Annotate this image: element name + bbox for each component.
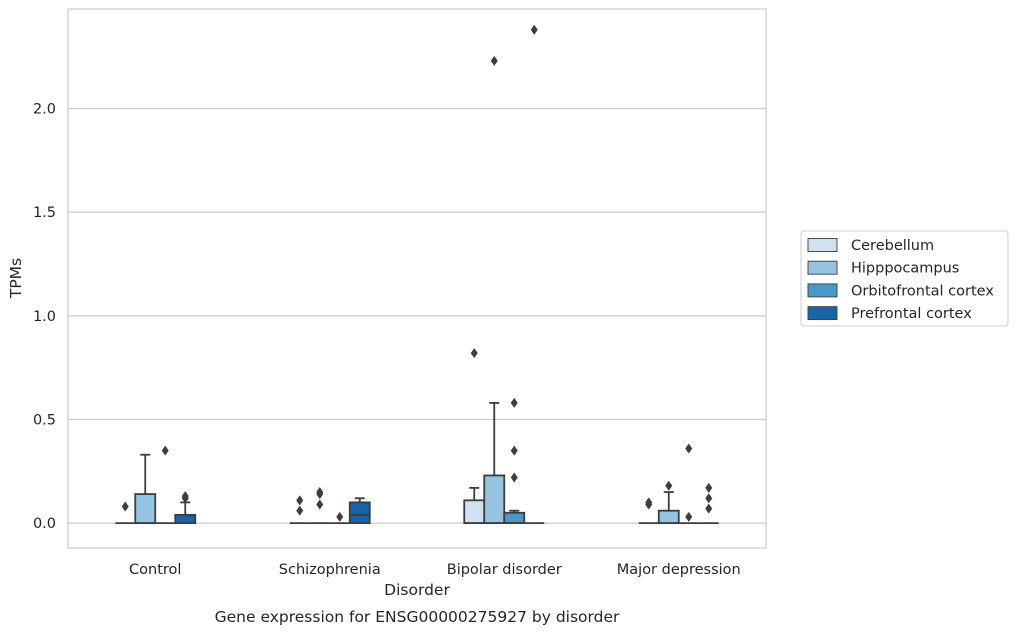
- outlier-point: [316, 499, 324, 510]
- legend-swatch: [807, 306, 838, 321]
- x-tick-label: Bipolar disorder: [447, 562, 562, 578]
- outlier-point: [161, 445, 169, 456]
- outlier-point: [665, 480, 673, 491]
- box: [463, 499, 486, 525]
- y-tick-label: 1.5: [33, 205, 56, 221]
- outlier-point: [685, 511, 693, 522]
- outlier-point: [530, 24, 538, 35]
- legend: Cerebellum Hipppocampus Orbitofrontal cort…: [800, 230, 1009, 327]
- box-prefrontal-cortex: [174, 491, 197, 525]
- y-tick-label: 0.5: [33, 412, 56, 428]
- legend-swatch: [807, 238, 838, 252]
- box-cerebellum: [463, 348, 486, 525]
- x-axis-label: Disorder: [384, 581, 450, 599]
- outlier-point: [121, 501, 129, 512]
- box-hipppocampus: [657, 480, 680, 525]
- y-tick-labels: 0.0 0.5 1.0 1.5 2.0: [33, 102, 56, 533]
- box: [134, 493, 157, 525]
- y-tick-label: 2.0: [33, 102, 56, 118]
- box-orbitofrontal-cortex: [503, 397, 526, 525]
- box-cerebellum: [289, 495, 310, 525]
- x-tick-label: Schizophrenia: [279, 562, 381, 578]
- box: [348, 501, 371, 525]
- outlier-point: [510, 397, 518, 408]
- box-prefrontal-cortex: [524, 24, 545, 525]
- legend-swatch: [807, 283, 838, 298]
- x-tick-label: Major depression: [617, 562, 741, 578]
- outlier-point: [296, 505, 304, 516]
- box-orbitofrontal-cortex: [329, 511, 350, 525]
- box-cerebellum: [115, 501, 136, 525]
- box-layer: [115, 24, 719, 525]
- box: [483, 474, 506, 525]
- x-tick-labels: Control Schizophrenia Bipolar disorder Majo…: [129, 562, 741, 578]
- box-cerebellum: [638, 497, 659, 525]
- box: [657, 509, 680, 525]
- box: [503, 511, 526, 525]
- box-prefrontal-cortex: [348, 497, 371, 525]
- outlier-point: [705, 503, 713, 514]
- legend-label: Cerebellum: [851, 238, 934, 254]
- outlier-point: [181, 491, 189, 502]
- box-hipppocampus: [309, 487, 330, 525]
- outlier-point: [336, 511, 344, 522]
- outlier-point: [645, 497, 653, 508]
- box-hipppocampus: [134, 453, 157, 525]
- outlier-point: [510, 472, 518, 483]
- legend-frame: [800, 230, 1009, 327]
- box-prefrontal-cortex: [698, 482, 719, 525]
- gridlines: [68, 107, 766, 524]
- outlier-point: [705, 493, 713, 504]
- outlier-point: [705, 482, 713, 493]
- outlier-point: [316, 487, 324, 498]
- box: [174, 513, 197, 525]
- box-hipppocampus: [483, 55, 506, 525]
- outlier-point: [510, 445, 518, 456]
- chart-caption: Gene expression for ENSG00000275927 by d…: [215, 608, 620, 626]
- legend-entries: Cerebellum Hipppocampus Orbitofrontal cort…: [807, 238, 994, 322]
- legend-label: Prefrontal cortex: [851, 306, 972, 322]
- box-orbitofrontal-cortex: [678, 443, 699, 525]
- outlier-point: [685, 443, 693, 454]
- legend-label: Hipppocampus: [851, 261, 959, 277]
- legend-label: Orbitofrontal cortex: [851, 283, 994, 299]
- box-orbitofrontal-cortex: [155, 445, 176, 525]
- y-axis-label: TPMs: [7, 258, 25, 299]
- x-tick-label: Control: [129, 562, 181, 578]
- y-tick-label: 1.0: [33, 309, 56, 325]
- outlier-point: [490, 55, 498, 66]
- plot-frame: [67, 8, 767, 549]
- legend-swatch: [807, 260, 838, 275]
- outlier-point: [470, 348, 478, 359]
- y-tick-label: 0.0: [33, 516, 56, 532]
- outlier-point: [296, 495, 304, 506]
